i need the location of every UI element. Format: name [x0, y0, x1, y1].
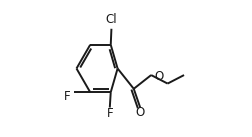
Text: F: F: [106, 107, 113, 119]
Text: F: F: [63, 90, 70, 103]
Text: O: O: [153, 71, 163, 83]
Text: O: O: [135, 106, 144, 119]
Text: Cl: Cl: [105, 13, 117, 26]
